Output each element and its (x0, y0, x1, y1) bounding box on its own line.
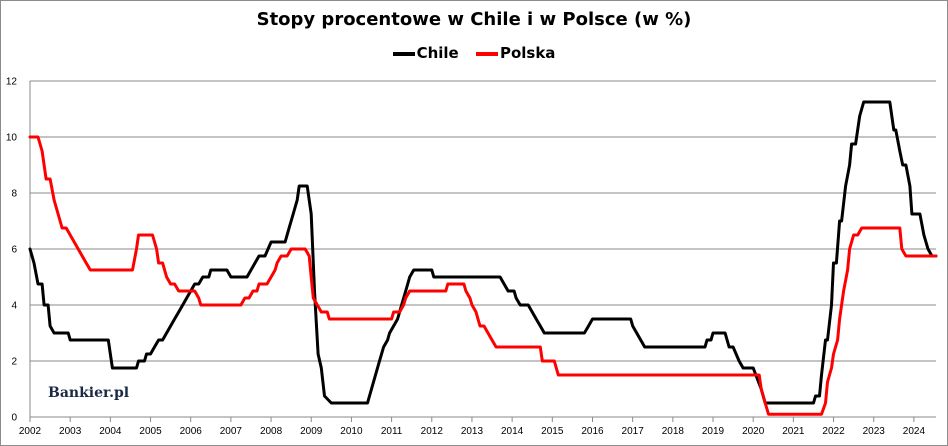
series-line-polska (28, 135, 938, 416)
legend-swatch-chile (392, 51, 415, 56)
x-tick-label: 2014 (501, 426, 524, 437)
x-tick-label: 2013 (461, 426, 484, 437)
x-tick-label: 2010 (340, 426, 363, 437)
y-tick-label: 10 (6, 133, 18, 144)
x-tick-label: 2002 (19, 426, 42, 437)
x-tick-label: 2023 (863, 426, 886, 437)
y-tick-label: 0 (11, 413, 17, 424)
y-tick-label: 4 (11, 301, 17, 312)
x-tick-label: 2019 (702, 426, 725, 437)
x-tick-label: 2007 (220, 426, 243, 437)
y-tick-label: 8 (11, 189, 17, 200)
x-tick-label: 2016 (581, 426, 604, 437)
x-tick-label: 2018 (662, 426, 685, 437)
chart-title: Stopy procentowe w Chile i w Polsce (w %… (256, 9, 692, 30)
x-tick-label: 2021 (782, 426, 805, 437)
x-tick-label: 2006 (180, 426, 203, 437)
x-tick-label: 2003 (59, 426, 82, 437)
x-tick-label: 2022 (822, 426, 845, 437)
y-tick-label: 6 (11, 245, 17, 256)
legend-label-chile: Chile (416, 44, 459, 62)
x-tick-label: 2005 (139, 426, 162, 437)
x-tick-label: 2017 (622, 426, 645, 437)
legend-label-polska: Polska (499, 44, 556, 62)
legend-swatch-polska (475, 51, 498, 56)
series-line-chile (28, 100, 938, 405)
y-tick-label: 12 (6, 77, 18, 88)
x-tick-label: 2015 (541, 426, 564, 437)
bankier-watermark: Bankier.pl (48, 385, 130, 401)
y-tick-label: 2 (11, 357, 17, 368)
x-tick-label: 2008 (260, 426, 283, 437)
x-tick-label: 2020 (742, 426, 765, 437)
legend: Chile Polska (0, 44, 948, 62)
x-tick-label: 2012 (421, 426, 444, 437)
x-tick-label: 2024 (903, 426, 926, 437)
x-tick-label: 2011 (381, 426, 403, 437)
legend-item-chile: Chile (392, 44, 459, 62)
legend-item-polska: Polska (475, 44, 556, 62)
x-tick-label: 2004 (99, 426, 122, 437)
x-tick-label: 2009 (300, 426, 323, 437)
